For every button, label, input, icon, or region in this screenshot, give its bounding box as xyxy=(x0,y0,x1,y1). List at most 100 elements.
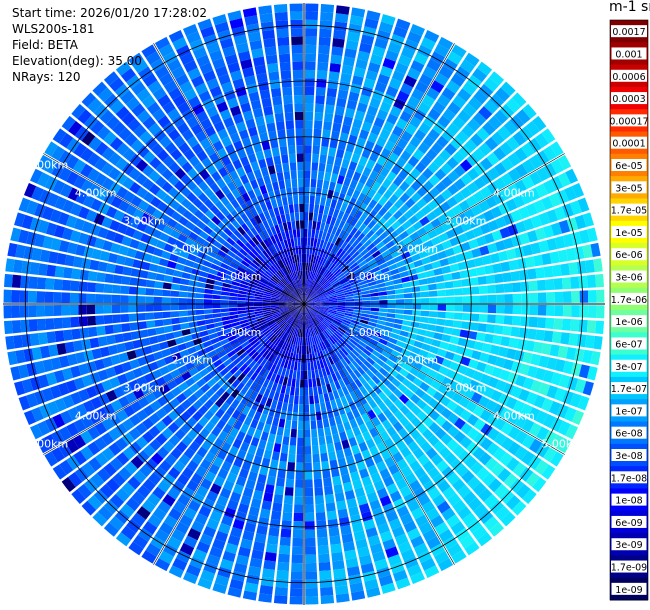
ray-cell xyxy=(308,328,311,338)
ray-cell xyxy=(429,297,438,304)
ray-cell xyxy=(345,429,355,439)
ray-cell xyxy=(595,273,605,288)
ray-cell xyxy=(467,118,481,132)
ray-cell xyxy=(323,340,329,349)
ray-cell xyxy=(343,447,353,458)
ray-cell xyxy=(467,476,481,490)
ray-cell xyxy=(347,31,361,43)
ray-cell xyxy=(351,251,360,260)
ray-cell xyxy=(418,73,433,87)
ray-cell xyxy=(413,52,429,66)
ray-cell xyxy=(562,305,572,317)
ray-cell xyxy=(372,270,382,277)
ray-cell xyxy=(311,318,317,327)
ray-cell xyxy=(319,310,328,315)
ray-cell xyxy=(586,366,599,381)
ray-cell xyxy=(506,136,520,151)
ray-cell xyxy=(456,212,468,224)
ray-cell xyxy=(376,342,386,350)
ray-cell xyxy=(321,280,329,288)
ray-cell xyxy=(392,235,402,245)
ray-cell xyxy=(342,56,356,67)
ray-cell xyxy=(366,491,379,503)
ray-cell xyxy=(525,340,536,352)
ray-cell xyxy=(319,28,332,38)
ray-cell xyxy=(346,411,355,421)
ray-cell xyxy=(437,289,446,297)
ray-cell xyxy=(310,308,318,314)
ray-cell xyxy=(420,557,436,571)
ray-cell xyxy=(473,432,487,446)
ray-cell xyxy=(382,363,392,373)
ray-cell xyxy=(574,246,585,260)
ray-cell xyxy=(348,401,357,411)
ray-cell xyxy=(405,225,416,236)
ray-cell xyxy=(487,314,496,324)
ray-cell xyxy=(422,135,435,148)
ray-cell xyxy=(337,210,345,220)
ray-cell xyxy=(519,126,534,141)
ray-cell xyxy=(562,233,574,248)
ray-cell xyxy=(431,339,442,348)
ray-cell xyxy=(571,182,585,198)
ray-cell xyxy=(358,223,367,233)
ray-cell xyxy=(361,449,372,460)
ray-cell xyxy=(460,376,472,387)
ray-cell xyxy=(304,203,309,213)
ray-cell xyxy=(312,344,317,354)
ray-cell xyxy=(320,402,327,412)
ray-cell xyxy=(442,58,458,72)
ray-cell xyxy=(388,463,400,475)
ray-cell xyxy=(304,304,307,313)
ray-cell xyxy=(500,81,516,97)
ray-cell xyxy=(345,234,353,243)
ray-cell xyxy=(339,431,348,442)
ray-cell xyxy=(325,357,331,367)
ray-cell xyxy=(421,204,433,216)
ray-cell xyxy=(425,148,438,161)
ray-cell xyxy=(507,183,520,197)
ray-cell xyxy=(333,283,342,289)
ray-cell xyxy=(368,318,378,324)
colorbar-tick-label: 3e-06 xyxy=(615,273,642,284)
ray-cell xyxy=(499,369,511,382)
ray-cell xyxy=(314,284,321,292)
ray-cell xyxy=(369,262,379,270)
ray-cell xyxy=(441,175,453,188)
ray-cell xyxy=(437,36,454,50)
ray-cell xyxy=(578,319,588,333)
ray-cell xyxy=(427,283,437,291)
ray-cell xyxy=(557,345,569,359)
ray-cell xyxy=(342,376,350,386)
ray-cell xyxy=(317,247,322,257)
ray-cell xyxy=(478,395,490,408)
ray-cell xyxy=(326,87,338,98)
ray-cell xyxy=(458,199,471,212)
ray-cell xyxy=(320,267,327,276)
ray-cell xyxy=(350,471,361,482)
ray-cell xyxy=(475,213,487,226)
ray-cell xyxy=(450,521,466,535)
ray-cell xyxy=(304,136,313,146)
ray-cell xyxy=(490,206,503,219)
ray-cell xyxy=(401,325,411,332)
ray-cell xyxy=(456,384,468,396)
ray-cell xyxy=(390,268,400,276)
ray-cell xyxy=(344,291,354,296)
ray-cell xyxy=(307,320,311,329)
ray-cell xyxy=(310,319,315,328)
ray-cell xyxy=(493,146,507,161)
ray-cell xyxy=(450,136,463,150)
ray-cell xyxy=(434,372,446,383)
ray-cell xyxy=(479,304,488,313)
ray-cell xyxy=(493,447,507,462)
ray-cell xyxy=(463,250,474,261)
ray-cell xyxy=(419,284,429,292)
ray-cell xyxy=(445,288,455,296)
ray-cell xyxy=(476,361,487,373)
ray-cell xyxy=(358,503,371,514)
ray-cell xyxy=(541,128,556,144)
ray-cell xyxy=(528,280,538,292)
ray-cell xyxy=(322,418,330,428)
ray-cell xyxy=(341,212,350,222)
